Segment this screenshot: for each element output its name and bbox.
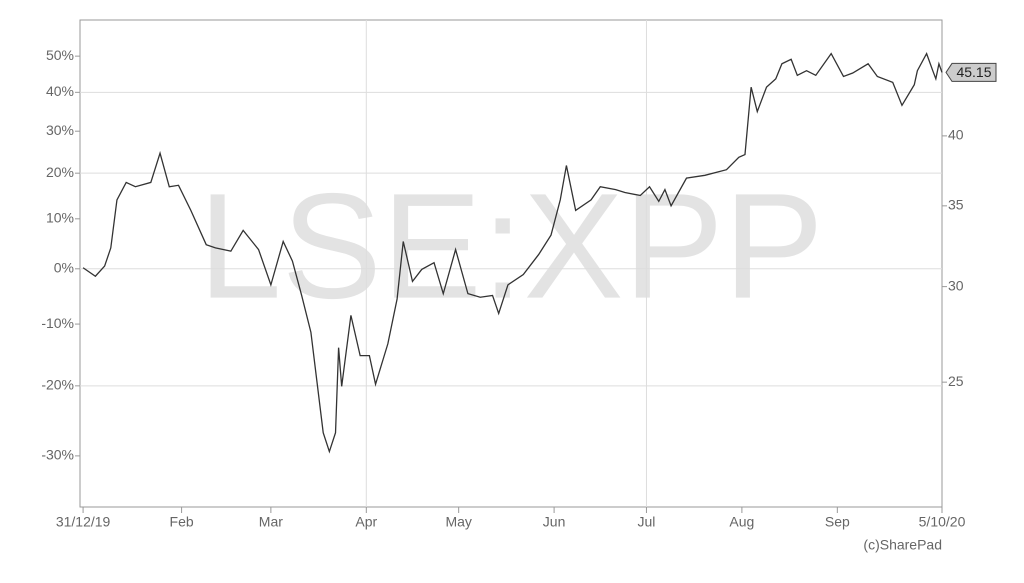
x-tick-label: Sep (825, 514, 850, 530)
y-tick-label: 30 (948, 277, 964, 293)
x-tick-label: Jun (543, 514, 566, 530)
y2-tick-label: 30% (46, 122, 74, 138)
last-price-label: 45.15 (956, 64, 991, 80)
plot-frame (79, 19, 943, 508)
credit: (c)SharePad (863, 537, 942, 553)
x-tick-label: 31/12/19 (56, 514, 111, 530)
y-tick-label: 35 (948, 197, 964, 213)
y2-tick-label: -20% (41, 377, 74, 393)
y-tick-label: 25 (948, 373, 964, 389)
y2-tick-label: 10% (46, 210, 74, 226)
price-line (82, 52, 943, 454)
y2-tick-label: 20% (46, 164, 74, 180)
y2-tick-label: 40% (46, 83, 74, 99)
y2-tick-label: -30% (41, 447, 74, 463)
y2-tick-label: 0% (54, 260, 74, 276)
x-tick-label: 5/10/20 (919, 514, 966, 530)
y-tick-label: 40 (948, 127, 964, 143)
y2-tick-label: 50% (46, 47, 74, 63)
x-tick-label: Jul (638, 514, 656, 530)
x-tick-label: Aug (729, 514, 754, 530)
x-tick-label: Feb (170, 514, 194, 530)
x-tick-label: Mar (259, 514, 283, 530)
last-price-box (945, 62, 997, 82)
watermark: LSE:XPP (198, 162, 823, 330)
y2-tick-label: -10% (41, 315, 74, 331)
x-tick-label: May (445, 514, 471, 530)
x-tick-label: Apr (355, 514, 377, 530)
